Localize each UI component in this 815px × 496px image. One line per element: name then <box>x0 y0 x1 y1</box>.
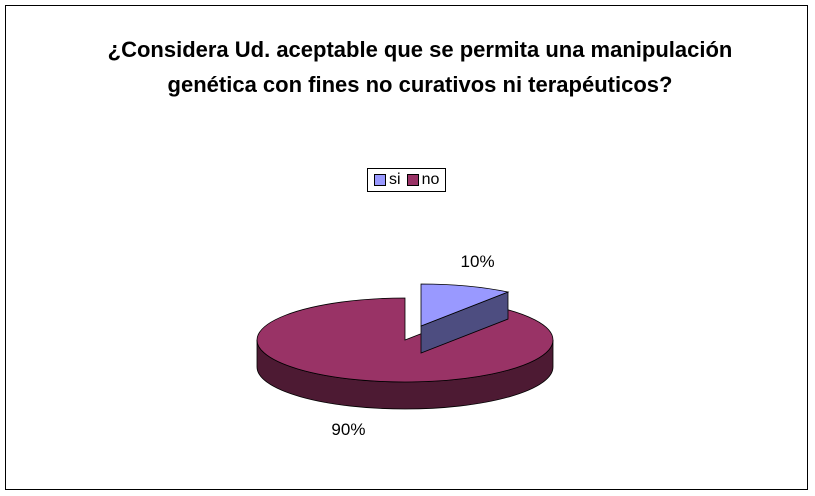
legend-swatch <box>406 174 419 186</box>
legend-item: si <box>374 171 401 189</box>
legend-item: no <box>406 171 440 189</box>
slice <box>256 297 554 383</box>
legend-swatch <box>374 174 386 186</box>
legend: si no <box>367 168 447 192</box>
chart-title: ¿Considera Ud. aceptable que se permita … <box>107 37 733 97</box>
slice <box>420 283 510 327</box>
data-label: 10% <box>461 252 495 271</box>
legend-label: no <box>421 171 440 188</box>
legend-label: si <box>389 171 401 188</box>
chart-frame <box>5 5 808 490</box>
data-label: 90% <box>331 420 365 439</box>
